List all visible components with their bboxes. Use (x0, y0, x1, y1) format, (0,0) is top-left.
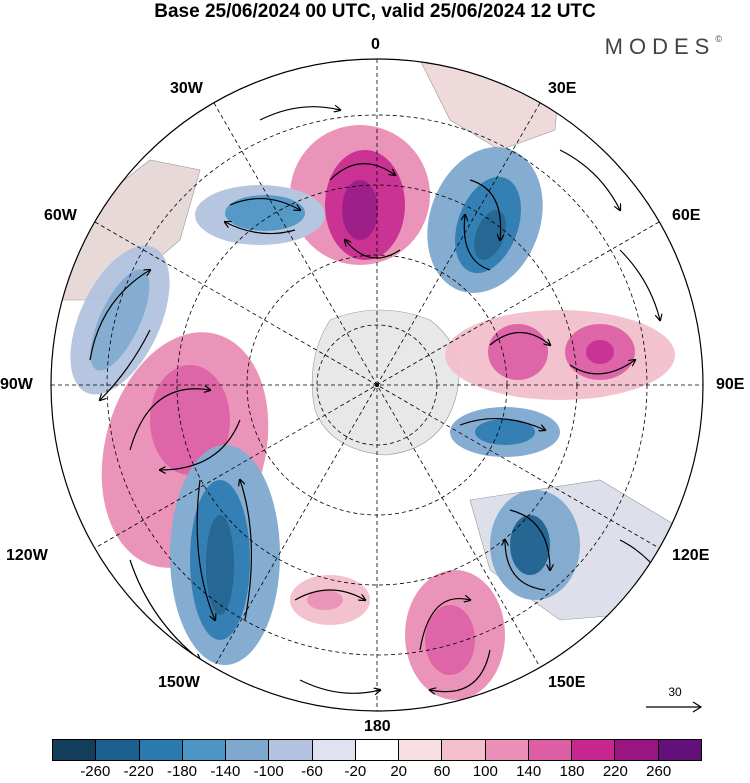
colorbar-tick-label: -20 (344, 763, 367, 780)
brand-name: MODES (604, 34, 716, 59)
lon-label-60w: 60W (44, 207, 77, 224)
colorbar-cell (269, 740, 313, 760)
colorbar-tick-label: -220 (123, 763, 154, 780)
colorbar-tick-label: 140 (516, 763, 542, 780)
lon-label-30w: 30W (170, 80, 203, 97)
map-border (50, 58, 704, 712)
reference-arrow-icon (646, 701, 703, 713)
colorbar-tick-label: -100 (253, 763, 284, 780)
lon-label-150w: 150W (158, 674, 200, 691)
colorbar-tick-label: -180 (166, 763, 198, 780)
colorbar-tick-label: 180 (559, 763, 585, 780)
colorbar-tick-label: -140 (210, 763, 241, 780)
colorbar-tick-label: 20 (390, 763, 407, 780)
colorbar-cell (485, 740, 529, 760)
lon-label-0: 0 (371, 36, 380, 53)
colorbar-cell (658, 740, 701, 760)
colorbar-cell (312, 740, 356, 760)
lon-label-120w: 120W (6, 547, 48, 564)
colorbar-cell (572, 740, 616, 760)
colorbar-tick-label: 220 (602, 763, 628, 780)
copyright-mark: © (715, 34, 722, 44)
colorbar-ticks: -260 -220 -180 -140 -100 -60 -20 20 60 100 140 180 2… (52, 763, 702, 783)
colorbar-cell (528, 740, 573, 760)
colorbar-tick-label: -60 (301, 763, 323, 780)
colorbar-tick-label: -260 (80, 763, 111, 780)
lon-label-90e: 90E (716, 376, 745, 393)
colorbar (52, 739, 702, 761)
lon-label-180: 180 (364, 718, 391, 735)
colorbar-tick-label: 60 (433, 763, 451, 780)
reference-vector-label: 30 (668, 685, 682, 699)
colorbar-tick-label: 100 (472, 763, 498, 780)
colorbar-cell (399, 740, 443, 760)
lon-label-120e: 120E (672, 547, 710, 564)
colorbar-cell (96, 740, 140, 760)
colorbar-cell (182, 740, 227, 760)
colorbar-cell (355, 740, 400, 760)
reference-vector: 30 (640, 685, 710, 725)
lon-label-30e: 30E (548, 80, 577, 97)
map-title: Base 25/06/2024 00 UTC, valid 25/06/2024… (154, 1, 596, 22)
land-antarctica (311, 309, 460, 456)
lon-label-90w: 90W (0, 376, 33, 393)
colorbar-cell (53, 740, 97, 760)
colorbar-cell (442, 740, 486, 760)
colorbar-tick-label: 260 (646, 763, 672, 780)
colorbar-cell (615, 740, 659, 760)
lon-label-60e: 60E (672, 207, 701, 224)
modes-logo: MODES© (605, 34, 722, 60)
colorbar-cell (226, 740, 270, 760)
lon-label-150e: 150E (548, 674, 586, 691)
colorbar-cell (139, 740, 183, 760)
